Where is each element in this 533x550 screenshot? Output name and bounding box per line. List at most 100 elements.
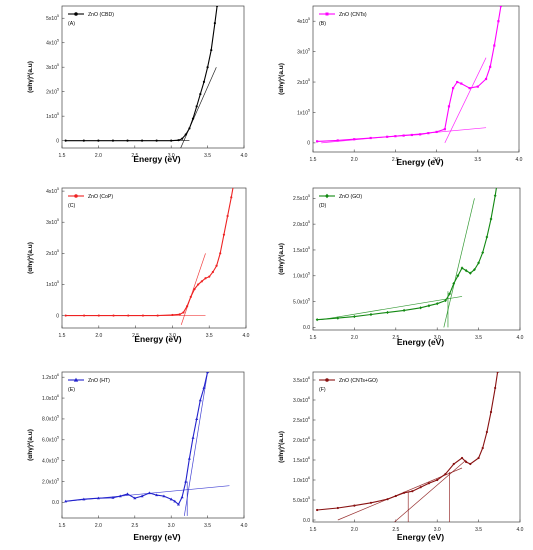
data-point (184, 479, 188, 483)
data-point (195, 417, 199, 421)
y-tick-label: 5.0x105 (293, 496, 310, 504)
x-axis-label: Energy (eV) (133, 532, 180, 542)
data-point (200, 280, 203, 283)
y-axis-label: (αhγ)²(a.u) (278, 431, 285, 463)
data-point (112, 314, 115, 317)
data-point (184, 133, 187, 136)
y-axis-label: (αhγ)²(a.u) (27, 61, 34, 93)
data-point (155, 493, 159, 497)
x-tick-label: 2.0 (95, 153, 102, 159)
data-point (427, 304, 431, 308)
y-tick-label: 1.5x105 (293, 246, 310, 254)
data-point (497, 20, 500, 23)
x-tick-label: 2.0 (351, 157, 358, 163)
plot-frame (312, 5, 520, 153)
plot-frame (61, 187, 247, 329)
data-point (316, 508, 319, 512)
data-point (222, 233, 226, 236)
data-point (195, 105, 198, 108)
data-point (485, 235, 489, 239)
data-point (111, 139, 115, 142)
data-point (473, 267, 476, 272)
data-point (202, 80, 206, 83)
x-tick-label: 3.0 (433, 157, 440, 163)
data-point (419, 486, 422, 489)
data-point (495, 184, 498, 187)
data-point (353, 138, 356, 141)
data-point (82, 314, 86, 317)
x-tick-label: 1.5 (310, 527, 317, 533)
data-point (215, 6, 219, 8)
y-axis-label: (αhγ)²(a.u) (27, 429, 34, 461)
y-tick-label: 1x105 (46, 112, 59, 120)
chart-panel-1: 1.5 2.0 2.5 3.0 3.5 4.0 0 1x105 2x105 3x105 4x105 5… (27, 5, 248, 164)
data-point (477, 456, 480, 460)
y-tick-label: 0 (56, 138, 59, 144)
data-point (394, 494, 397, 498)
data-point (186, 305, 189, 308)
data-point (452, 281, 456, 286)
y-tick-label: 1.0x105 (293, 272, 310, 280)
x-tick-label: 4.0 (516, 157, 523, 163)
data-point (468, 271, 472, 275)
data-point (188, 127, 191, 130)
data-point (444, 472, 447, 476)
data-point (64, 499, 68, 503)
x-tick-label: 4.0 (517, 335, 524, 341)
y-tick-label: 2x105 (46, 249, 59, 257)
data-point (82, 497, 86, 501)
data-point (402, 308, 406, 312)
data-point (435, 302, 439, 306)
y-tick-label: 1x105 (297, 108, 310, 116)
y-tick-label: 3x105 (46, 218, 59, 226)
x-tick-label: 3.5 (475, 335, 482, 341)
data-point (191, 117, 195, 120)
data-point (353, 314, 356, 319)
data-point (369, 501, 373, 504)
y-axis-label: (αhγ)²(a.u) (278, 63, 285, 95)
y-tick-label: 2x105 (297, 78, 310, 86)
plot-area (316, 372, 499, 522)
x-axis-label: Energy (eV) (396, 157, 443, 167)
data-point (402, 491, 406, 494)
data-point (177, 139, 180, 142)
data-point (193, 288, 196, 291)
x-tick-label: 4.0 (241, 523, 248, 529)
x-tick-label: 3.5 (204, 523, 211, 529)
series-line (65, 372, 209, 506)
legend-swatch-marker (325, 12, 329, 16)
data-point (197, 283, 200, 286)
data-point (155, 139, 158, 142)
data-point (199, 93, 202, 96)
x-axis-label: Energy (eV) (397, 337, 444, 347)
data-point (496, 372, 499, 374)
data-point (435, 130, 438, 134)
x-tick-label: 3.0 (434, 527, 441, 533)
plot-area (64, 6, 219, 148)
data-point (477, 261, 480, 265)
plot-area (315, 184, 498, 328)
data-point (451, 87, 455, 90)
y-tick-label: 2.0x105 (293, 220, 310, 228)
plot-frame (61, 5, 245, 149)
y-tick-label: 5.0x105 (293, 297, 310, 305)
x-tick-label: 3.0 (168, 153, 175, 159)
data-point (447, 105, 451, 108)
legend-label: ZnO (CNTs) (339, 12, 367, 18)
y-tick-label: 0.0 (303, 325, 310, 331)
data-point (419, 133, 422, 136)
panel-tag: (C) (68, 203, 75, 209)
chart-panel-5: 1.5 2.0 2.5 3.0 3.5 4.0 0.0 2.0x105 4.0x105 6.0x1… (27, 371, 248, 542)
x-tick-label: 3.0 (169, 333, 176, 339)
data-point (476, 85, 479, 88)
data-point (481, 250, 485, 255)
plot-frame (312, 371, 521, 523)
x-tick-label: 1.5 (59, 333, 66, 339)
legend-label: ZnO (HT) (88, 378, 110, 384)
chart-panel-6: 1.5 2.0 2.5 3.0 3.5 4.0 0.0 5.0x105 1.0x106 1.5x1… (278, 371, 524, 542)
data-point (499, 6, 502, 8)
plot-frame (61, 371, 245, 519)
data-point (489, 65, 492, 68)
tangent-line (443, 198, 475, 328)
